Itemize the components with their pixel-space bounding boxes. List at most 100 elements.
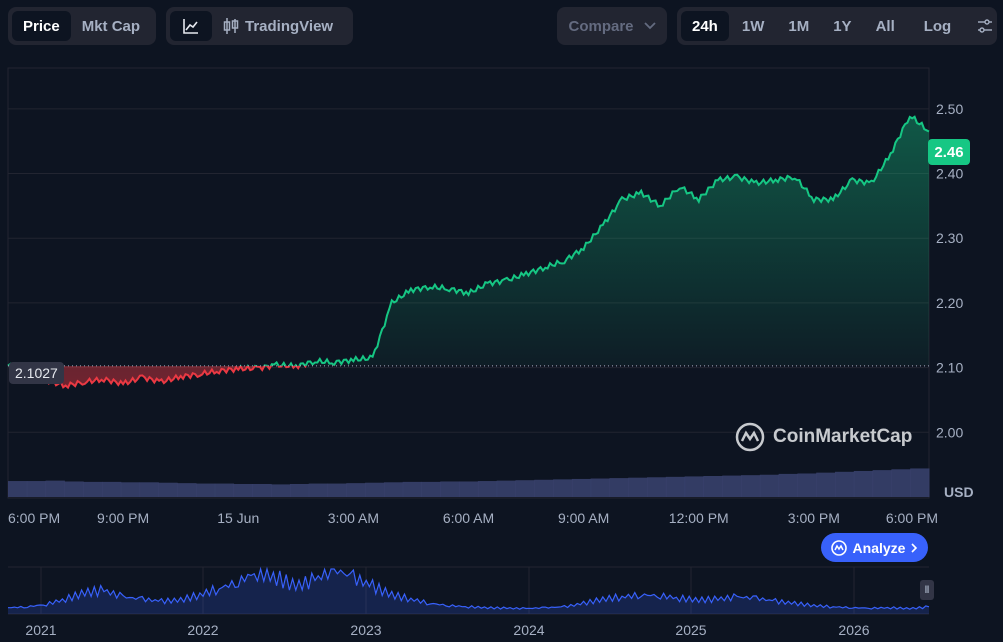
volume-bar: [83, 481, 103, 497]
range-24h[interactable]: 24h: [681, 11, 729, 41]
compare-dropdown[interactable]: Compare: [557, 7, 667, 45]
analyze-icon: [830, 539, 847, 556]
volume-bar: [665, 476, 686, 497]
range-1y[interactable]: 1Y: [833, 17, 852, 35]
price-line-down: [8, 365, 342, 390]
range-selector: 24h 1W 1M 1Y All Log: [677, 7, 997, 45]
analyze-label: Analyze: [852, 539, 906, 556]
range-1m[interactable]: 1M: [788, 17, 810, 35]
chevron-right-icon: [911, 542, 918, 553]
volume-bar: [816, 472, 836, 497]
volume-bar: [628, 477, 648, 497]
volume-bar: [252, 483, 272, 497]
overview-year-label: 2026: [838, 622, 869, 638]
volume-bar: [139, 482, 159, 497]
volume-bar: [797, 473, 817, 497]
x-tick-label: 6:00 AM: [443, 510, 494, 526]
volume-bar: [421, 481, 441, 497]
overview-year-label: 2023: [350, 622, 381, 638]
sliders-icon: [978, 19, 993, 33]
coinmarketcap-logo-icon: [735, 422, 765, 452]
volume-bar: [496, 480, 516, 497]
current-price-tag: 2.46: [928, 139, 970, 165]
volume-bar: [891, 469, 911, 497]
x-tick-label: 6:00 PM: [886, 510, 938, 526]
y-tick-label: 2.30: [936, 230, 963, 246]
y-tick-label: 2.50: [936, 101, 963, 117]
volume-bar: [722, 475, 742, 497]
volume-bar: [402, 481, 423, 497]
price-line-up: [7, 115, 930, 366]
volume-bar: [515, 480, 535, 497]
volume-bar: [759, 474, 780, 497]
analyze-button[interactable]: Analyze: [821, 533, 928, 562]
volume-bar: [590, 478, 610, 497]
range-1w[interactable]: 1W: [741, 17, 765, 35]
tradingview-button[interactable]: TradingView: [212, 11, 344, 41]
volume-bar: [534, 479, 554, 497]
volume-bar: [64, 481, 84, 497]
volume-bar: [346, 483, 366, 497]
volume-bar: [571, 478, 592, 497]
volume-bar: [684, 476, 704, 497]
tab-price[interactable]: Price: [12, 11, 71, 41]
volume-bar: [647, 477, 667, 497]
overview-area: [8, 569, 929, 614]
view-toggle: Price Mkt Cap: [8, 7, 156, 45]
volume-bar: [214, 483, 235, 497]
volume-bar: [101, 481, 122, 497]
overview-year-label: 2024: [513, 622, 544, 638]
line-chart-button[interactable]: [170, 11, 212, 41]
volume-bar: [383, 482, 404, 497]
overview-year-label: 2025: [675, 622, 706, 638]
volume-bar: [477, 481, 498, 497]
chevron-down-icon: [643, 22, 656, 30]
x-tick-label: 3:00 AM: [328, 510, 379, 526]
watermark: CoinMarketCap: [735, 422, 912, 452]
volume-bar: [872, 470, 892, 497]
line-chart-icon: [183, 19, 198, 34]
volume-bar: [741, 475, 761, 497]
watermark-text: CoinMarketCap: [773, 426, 913, 447]
volume-bar: [440, 481, 460, 497]
x-tick-label: 15 Jun: [217, 510, 259, 526]
chart-settings-button[interactable]: [969, 11, 1001, 41]
volume-bar: [778, 473, 798, 497]
overview-range-handle[interactable]: ‖: [920, 580, 934, 600]
compare-label: Compare: [568, 17, 634, 35]
candlestick-icon: [223, 18, 239, 34]
overview-year-label: 2021: [25, 622, 56, 638]
volume-bar: [26, 481, 47, 497]
volume-bar: [910, 468, 930, 497]
chart-type-toggle: TradingView: [166, 7, 353, 45]
price-area-up: [8, 116, 929, 366]
x-tick-label: 3:00 PM: [788, 510, 840, 526]
log-toggle[interactable]: Log: [923, 17, 952, 35]
x-tick-label: 12:00 PM: [669, 510, 729, 526]
volume-bar: [459, 481, 479, 497]
open-price-tag: 2.1027: [9, 362, 64, 384]
price-area-down: [11, 365, 306, 388]
volume-bar: [853, 470, 874, 497]
range-all[interactable]: All: [875, 17, 895, 35]
volume-bar: [45, 480, 65, 497]
volume-bar: [233, 483, 253, 497]
volume-bar: [177, 483, 197, 497]
currency-label: USD: [944, 484, 974, 500]
x-tick-label: 9:00 AM: [558, 510, 609, 526]
x-tick-label: 9:00 PM: [97, 510, 149, 526]
tab-mkt-cap[interactable]: Mkt Cap: [81, 17, 141, 35]
volume-bar: [289, 483, 310, 497]
volume-bar: [835, 471, 855, 497]
volume-bar: [703, 476, 723, 497]
overview-year-label: 2022: [187, 622, 218, 638]
overview-line: [8, 566, 930, 610]
volume-bar: [158, 482, 178, 497]
y-tick-label: 2.10: [936, 360, 963, 376]
volume-bar: [8, 481, 28, 497]
tradingview-label: TradingView: [245, 17, 334, 35]
x-tick-label: 6:00 PM: [8, 510, 60, 526]
volume-bar: [609, 478, 629, 497]
volume-bar: [365, 482, 385, 497]
